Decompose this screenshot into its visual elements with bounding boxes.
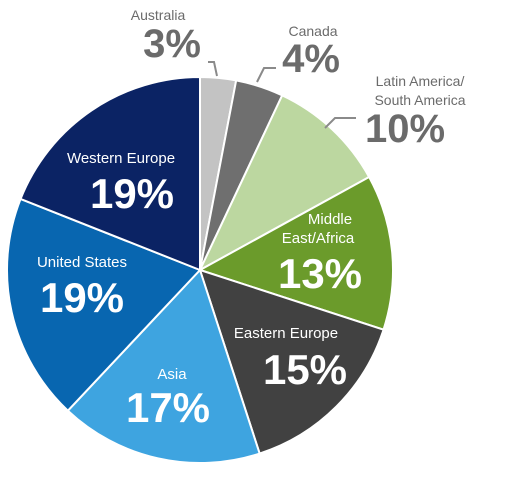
slice-value-australia: 3% (143, 22, 201, 66)
slice-label-latin-america-south-america: Latin America/South America (374, 73, 465, 108)
pie-slice-asia (66, 269, 261, 464)
slice-label-canada: Canada (288, 23, 337, 39)
pie-slice-western-europe (19, 76, 201, 271)
slice-label-united-states: United States (37, 254, 127, 271)
slice-value-united-states: 19% (40, 274, 124, 321)
slice-value-western-europe: 19% (90, 170, 174, 217)
pie-slice-middle-east-africa (199, 176, 394, 331)
slice-label-eastern-europe: Eastern Europe (234, 325, 338, 342)
leader-line-australia (208, 61, 218, 77)
slice-value-latin-america-south-america: 10% (365, 107, 445, 151)
pie-slice-latin-america-south-america (199, 94, 371, 271)
slice-value-middle-east-africa: 13% (278, 250, 362, 297)
pie-slice-eastern-europe (199, 269, 385, 455)
leader-line-latin-america-south-america (324, 117, 356, 129)
slice-label-middle-east-africa: Middle East/Africa (282, 211, 355, 247)
slice-label-western-europe: Western Europe (67, 150, 175, 167)
slice-label-asia: Asia (157, 366, 187, 383)
slice-label-australia: Australia (131, 7, 186, 23)
slice-value-eastern-europe: 15% (263, 346, 347, 393)
slice-value-asia: 17% (126, 384, 210, 431)
slice-value-canada: 4% (282, 37, 340, 81)
leader-line-canada (256, 67, 276, 83)
